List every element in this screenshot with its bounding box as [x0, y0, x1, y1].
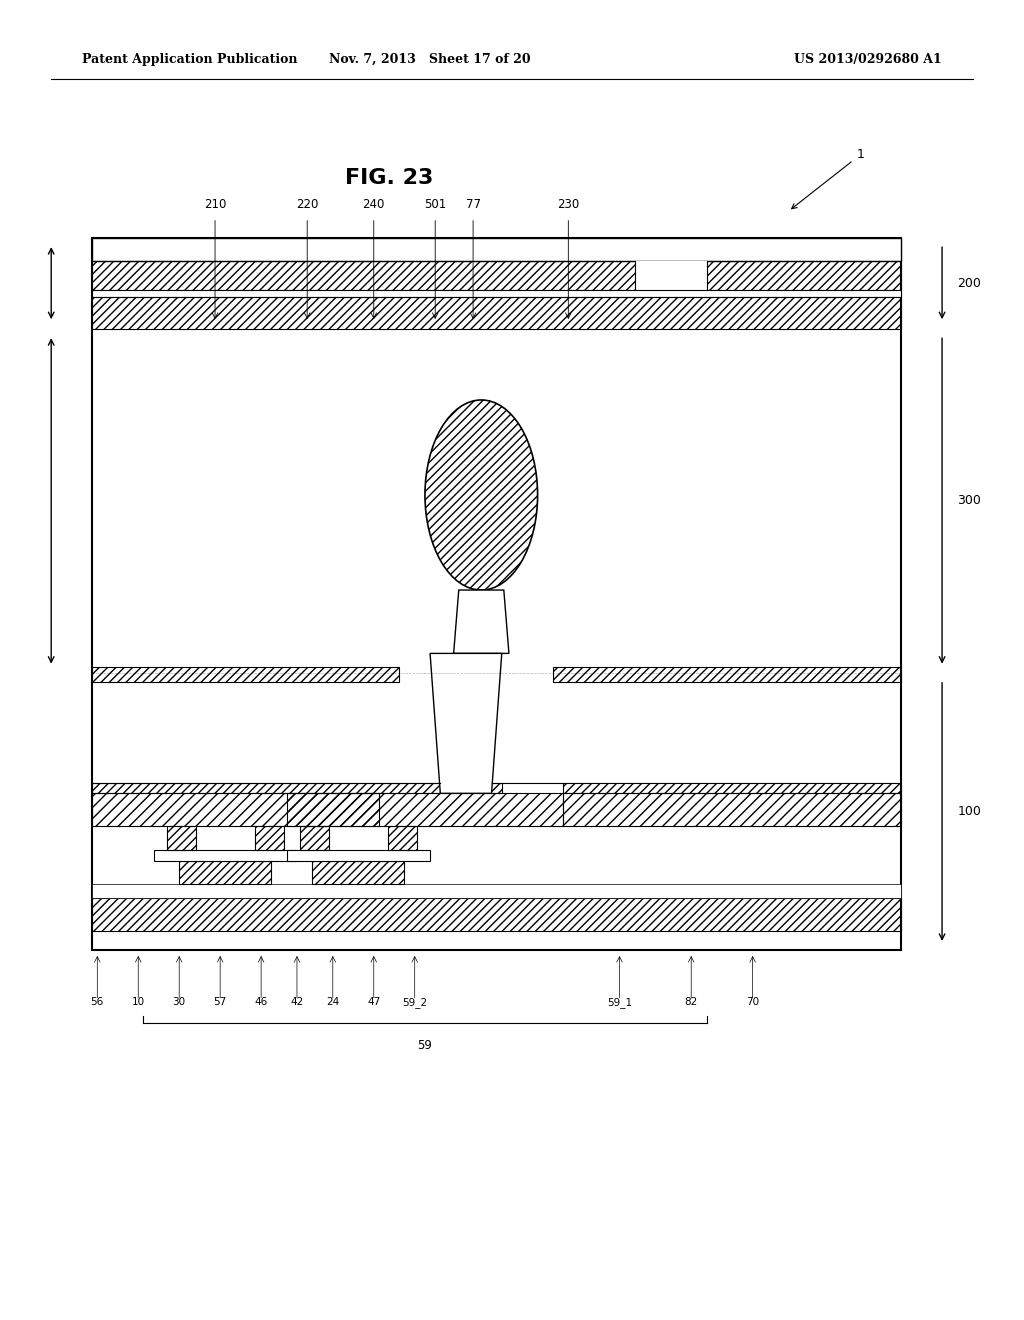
Text: 57: 57	[214, 997, 226, 1007]
Bar	[287, 793, 563, 826]
Text: Nov. 7, 2013   Sheet 17 of 20: Nov. 7, 2013 Sheet 17 of 20	[330, 53, 530, 66]
Bar	[92, 667, 399, 682]
Bar	[92, 238, 901, 261]
Bar	[563, 793, 901, 826]
Text: 200: 200	[957, 277, 981, 289]
Bar	[92, 793, 379, 826]
Text: 230: 230	[557, 198, 580, 211]
Text: FIG. 23: FIG. 23	[345, 168, 433, 189]
Text: 42: 42	[291, 997, 303, 1007]
Text: 24: 24	[327, 997, 339, 1007]
Bar	[92, 238, 901, 950]
Text: 56: 56	[91, 997, 103, 1007]
Bar	[388, 826, 417, 850]
Text: 10: 10	[132, 997, 144, 1007]
Text: 59: 59	[418, 1039, 432, 1052]
Text: 240: 240	[362, 198, 385, 211]
Bar	[92, 884, 901, 898]
Text: 100: 100	[957, 805, 981, 818]
Polygon shape	[430, 653, 502, 793]
Text: US 2013/0292680 A1: US 2013/0292680 A1	[795, 53, 942, 66]
Bar	[312, 861, 404, 884]
Text: 59_2: 59_2	[402, 997, 427, 1007]
Text: 210: 210	[204, 198, 226, 211]
Text: 300: 300	[957, 495, 981, 507]
Bar	[92, 783, 502, 793]
Bar	[92, 261, 901, 290]
Bar	[92, 290, 901, 297]
Text: 82: 82	[685, 997, 697, 1007]
Bar	[635, 261, 707, 290]
Text: 1: 1	[792, 148, 864, 209]
Text: 70: 70	[746, 997, 759, 1007]
Bar	[553, 667, 901, 682]
Text: 59_1: 59_1	[607, 997, 632, 1007]
Bar	[179, 861, 271, 884]
Bar	[167, 826, 196, 850]
Text: 501: 501	[424, 198, 446, 211]
Polygon shape	[454, 590, 509, 653]
Text: 77: 77	[466, 198, 480, 211]
Text: 30: 30	[173, 997, 185, 1007]
Text: 220: 220	[296, 198, 318, 211]
Bar	[300, 826, 329, 850]
Text: Patent Application Publication: Patent Application Publication	[82, 53, 297, 66]
Bar	[563, 783, 901, 793]
Text: 47: 47	[368, 997, 380, 1007]
Bar	[92, 898, 901, 931]
Bar	[92, 297, 901, 329]
Bar	[255, 826, 284, 850]
Bar	[287, 850, 430, 861]
Bar	[154, 850, 297, 861]
Text: 46: 46	[255, 997, 267, 1007]
